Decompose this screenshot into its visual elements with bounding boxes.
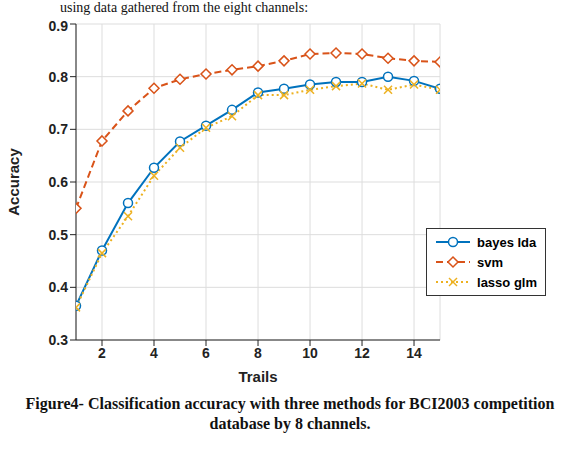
svg-text:0.9: 0.9	[49, 18, 69, 34]
svg-text:8: 8	[254, 345, 262, 361]
html-text:Figure4- Classification accura: Figure4- Classification accuracy with th…	[25, 395, 555, 432]
svg-text:4: 4	[150, 345, 158, 361]
html-text:using data gathered from the e: using data gathered from the eight chann…	[60, 0, 308, 15]
html-text:svm: svm	[477, 254, 504, 270]
svg-text:0.6: 0.6	[49, 174, 69, 190]
svg-text:0.4: 0.4	[49, 279, 69, 295]
svg-text:0.3: 0.3	[49, 332, 69, 348]
svg-text:Accuracy: Accuracy	[8, 148, 22, 216]
svg-text:0.8: 0.8	[49, 69, 69, 85]
svg-text:0.5: 0.5	[49, 227, 69, 243]
svg-text:2: 2	[98, 345, 106, 361]
svg-text:Trails: Trails	[238, 368, 277, 385]
html-text:lasso glm: lasso glm	[477, 274, 537, 290]
svg-text:12: 12	[354, 345, 370, 361]
svg-text:10: 10	[302, 345, 318, 361]
svg-text:0.7: 0.7	[49, 121, 69, 137]
svg-text:14: 14	[406, 345, 422, 361]
svg-text:6: 6	[202, 345, 210, 361]
html-text:bayes lda: bayes lda	[477, 234, 537, 250]
